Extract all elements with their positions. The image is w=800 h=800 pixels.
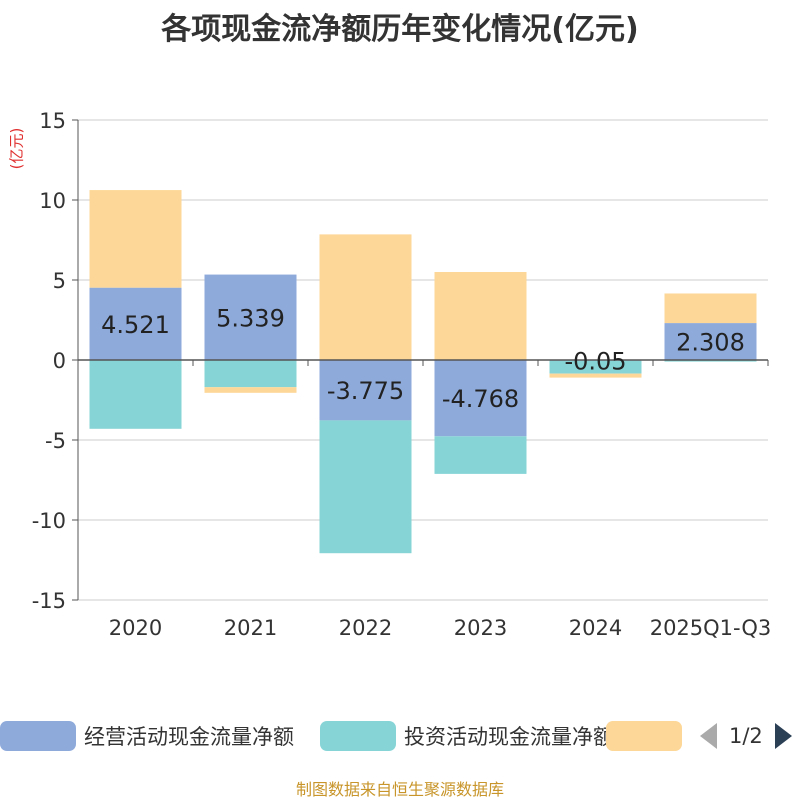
source-footer: 制图数据来自恒生聚源数据库: [295, 780, 504, 799]
legend-swatch-investing: [320, 721, 396, 751]
legend-label-operating: 经营活动现金流量净额: [84, 725, 294, 749]
data-label: -0.05: [564, 347, 626, 375]
bar-investing-2021: [204, 360, 297, 388]
bar-investing-2020: [89, 360, 182, 429]
bar-operating-2021: [204, 274, 297, 360]
bar-financing-2025Q1-Q3: [664, 293, 757, 324]
legend: 经营活动现金流量净额 投资活动现金流量净额 1/2: [0, 716, 800, 756]
bar-investing-2022: [319, 420, 412, 554]
y-tick-label: 15: [39, 109, 66, 133]
bar-financing-2020: [89, 190, 182, 288]
x-tick-label: 2024: [569, 616, 622, 640]
legend-item-investing[interactable]: 投资活动现金流量净额: [320, 716, 614, 756]
legend-next-icon[interactable]: [774, 723, 792, 749]
y-tick-label: 5: [53, 269, 66, 293]
legend-item-operating[interactable]: 经营活动现金流量净额: [0, 716, 294, 756]
bar-financing-2022: [319, 234, 412, 360]
bar-operating-2022: [319, 360, 412, 421]
bar-operating-2025Q1-Q3: [664, 323, 757, 360]
bar-financing-2021: [204, 387, 297, 393]
bar-investing-2025Q1-Q3: [664, 360, 757, 362]
bar-investing-2023: [434, 436, 527, 474]
x-tick-label: 2021: [224, 616, 277, 640]
legend-item-financing[interactable]: [606, 716, 690, 756]
chart-area: 15 10 5 0 -5 -10 -15 4.521 5.339 -3.775 -4.768 -0.0…: [32, 109, 772, 640]
data-label: 5.339: [216, 304, 285, 332]
data-label: -3.775: [327, 377, 404, 405]
y-tick-label: -5: [45, 429, 66, 453]
x-tick-label: 2025Q1-Q3: [650, 616, 772, 640]
y-tick-label: -15: [32, 589, 66, 613]
legend-page-indicator: 1/2: [729, 724, 763, 748]
y-tick-label: 10: [39, 189, 66, 213]
x-tick-label: 2022: [339, 616, 392, 640]
y-tick-label: 0: [53, 349, 66, 373]
data-label: -4.768: [442, 385, 519, 413]
bar-investing-2024: [549, 360, 642, 374]
legend-swatch-operating: [0, 721, 76, 751]
legend-prev-icon[interactable]: [700, 723, 717, 749]
legend-pager: 1/2: [700, 716, 792, 756]
bar-financing-2023: [434, 272, 527, 360]
legend-swatch-financing: [606, 721, 682, 751]
data-label: 4.521: [101, 311, 170, 339]
data-label: 2.308: [676, 329, 745, 357]
bar-operating-2023: [434, 360, 527, 437]
x-tick-label: 2023: [454, 616, 507, 640]
legend-label-investing: 投资活动现金流量净额: [404, 725, 614, 749]
chart-title: 各项现金流净额历年变化情况(亿元): [161, 12, 639, 47]
bar-operating-2020: [89, 287, 182, 360]
y-tick-label: -10: [32, 509, 66, 533]
x-tick-label: 2020: [109, 616, 162, 640]
bar-financing-2024: [549, 373, 642, 378]
